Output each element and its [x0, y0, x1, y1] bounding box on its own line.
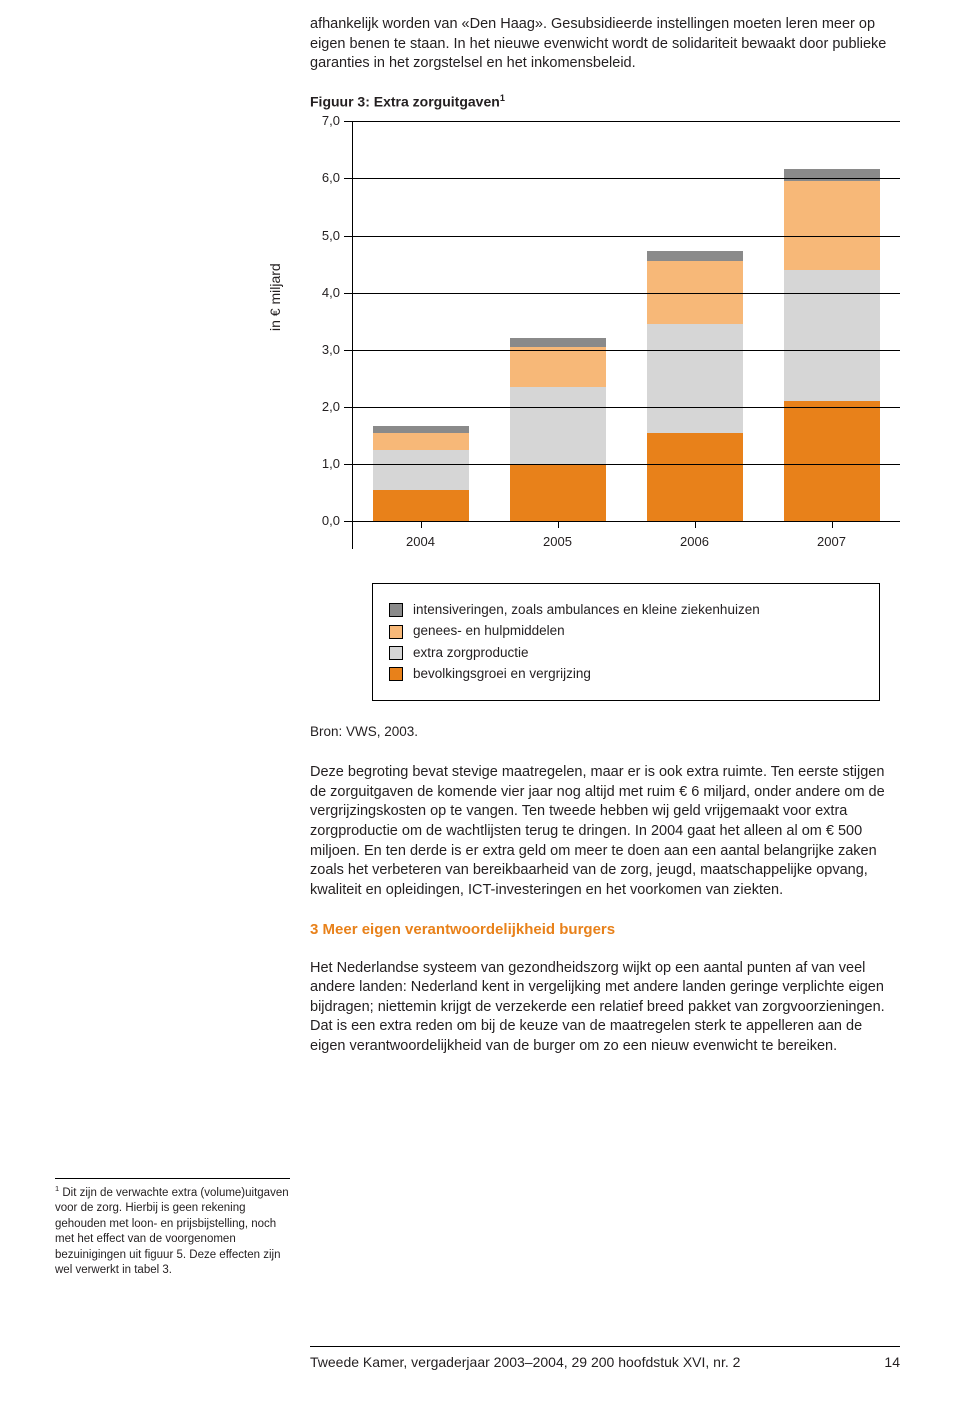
- x-tick-label: 2004: [406, 533, 435, 551]
- legend-box: intensiveringen, zoals ambulances en kle…: [372, 583, 880, 701]
- y-tick-mark: [344, 236, 352, 237]
- figure-title-text: Figuur 3: Extra zorguitgaven: [310, 93, 500, 109]
- footer-left: Tweede Kamer, vergaderjaar 2003–2004, 29…: [310, 1353, 740, 1372]
- gridline: [352, 236, 900, 237]
- chart-container: in € miljard 0,01,02,03,04,05,06,07,0200…: [310, 121, 900, 561]
- gridline: [352, 407, 900, 408]
- legend-item: genees- en hulpmiddelen: [389, 622, 863, 640]
- y-tick-label: 6,0: [310, 170, 340, 188]
- footer-right: 14: [884, 1353, 900, 1372]
- gridline: [352, 464, 900, 465]
- legend-item: intensiveringen, zoals ambulances en kle…: [389, 601, 863, 619]
- x-tick-label: 2006: [680, 533, 709, 551]
- plot-area: [352, 121, 900, 521]
- legend-label: genees- en hulpmiddelen: [413, 622, 565, 640]
- bar-segment-bevolkingsgroei: [647, 433, 743, 522]
- legend-label: intensiveringen, zoals ambulances en kle…: [413, 601, 760, 619]
- section-heading: 3 Meer eigen verantwoordelijkheid burger…: [310, 920, 900, 940]
- y-tick-label: 7,0: [310, 112, 340, 130]
- y-tick-label: 2,0: [310, 398, 340, 416]
- figure-title-sup: 1: [500, 93, 505, 103]
- y-tick-mark: [344, 350, 352, 351]
- bar-segment-bevolkingsgroei: [510, 464, 606, 521]
- y-tick-mark: [344, 521, 352, 522]
- bar-segment-genees: [373, 433, 469, 450]
- bar-segment-bevolkingsgroei: [784, 401, 880, 521]
- legend-swatch: [389, 603, 403, 617]
- x-tick-mark: [695, 521, 696, 528]
- bar-segment-bevolkingsgroei: [373, 490, 469, 521]
- bar-segment-extra_zorgproductie: [784, 270, 880, 401]
- x-tick-label: 2007: [817, 533, 846, 551]
- x-tick-label: 2005: [543, 533, 572, 551]
- body-paragraph-1: Deze begroting bevat stevige maatregelen…: [310, 763, 900, 900]
- footnote-body: Dit zijn de verwachte extra (volume)uitg…: [55, 1187, 289, 1277]
- page-footer: Tweede Kamer, vergaderjaar 2003–2004, 29…: [310, 1346, 900, 1372]
- legend-swatch: [389, 625, 403, 639]
- bar-segment-intensiveringen: [647, 251, 743, 261]
- gridline: [352, 293, 900, 294]
- x-tick-mark: [421, 521, 422, 528]
- bar-segment-extra_zorgproductie: [510, 387, 606, 464]
- bar-segment-extra_zorgproductie: [373, 450, 469, 490]
- y-tick-label: 4,0: [310, 284, 340, 302]
- y-tick-mark: [344, 464, 352, 465]
- gridline: [352, 350, 900, 351]
- bar-segment-intensiveringen: [510, 338, 606, 347]
- footnote-text: 1 Dit zijn de verwachte extra (volume)ui…: [55, 1184, 290, 1279]
- legend-label: extra zorgproductie: [413, 644, 529, 662]
- legend-item: bevolkingsgroei en vergrijzing: [389, 665, 863, 683]
- y-tick-label: 1,0: [310, 455, 340, 473]
- bar-segment-intensiveringen: [373, 426, 469, 433]
- figure-title: Figuur 3: Extra zorguitgaven1: [310, 92, 900, 112]
- gridline: [352, 178, 900, 179]
- y-tick-mark: [344, 178, 352, 179]
- gridline: [352, 521, 900, 522]
- footnote-column: 1 Dit zijn de verwachte extra (volume)ui…: [55, 1178, 290, 1279]
- bar-segment-genees: [784, 181, 880, 270]
- y-tick-label: 0,0: [310, 512, 340, 530]
- body-paragraph-2: Het Nederlandse systeem van gezondheidsz…: [310, 959, 900, 1057]
- legend-label: bevolkingsgroei en vergrijzing: [413, 665, 591, 683]
- footnote-rule: [55, 1178, 290, 1179]
- bar-segment-genees: [510, 347, 606, 387]
- x-tick-mark: [832, 521, 833, 528]
- y-tick-label: 5,0: [310, 227, 340, 245]
- y-tick-label: 3,0: [310, 341, 340, 359]
- gridline: [352, 121, 900, 122]
- y-tick-mark: [344, 121, 352, 122]
- source-line: Bron: VWS, 2003.: [310, 723, 900, 741]
- x-tick-mark: [558, 521, 559, 528]
- legend-swatch: [389, 667, 403, 681]
- legend-swatch: [389, 646, 403, 660]
- intro-paragraph: afhankelijk worden van «Den Haag». Gesub…: [310, 15, 900, 74]
- y-axis-label: in € miljard: [266, 264, 285, 332]
- legend-item: extra zorgproductie: [389, 644, 863, 662]
- y-tick-mark: [344, 293, 352, 294]
- y-tick-mark: [344, 407, 352, 408]
- bar-segment-extra_zorgproductie: [647, 324, 743, 433]
